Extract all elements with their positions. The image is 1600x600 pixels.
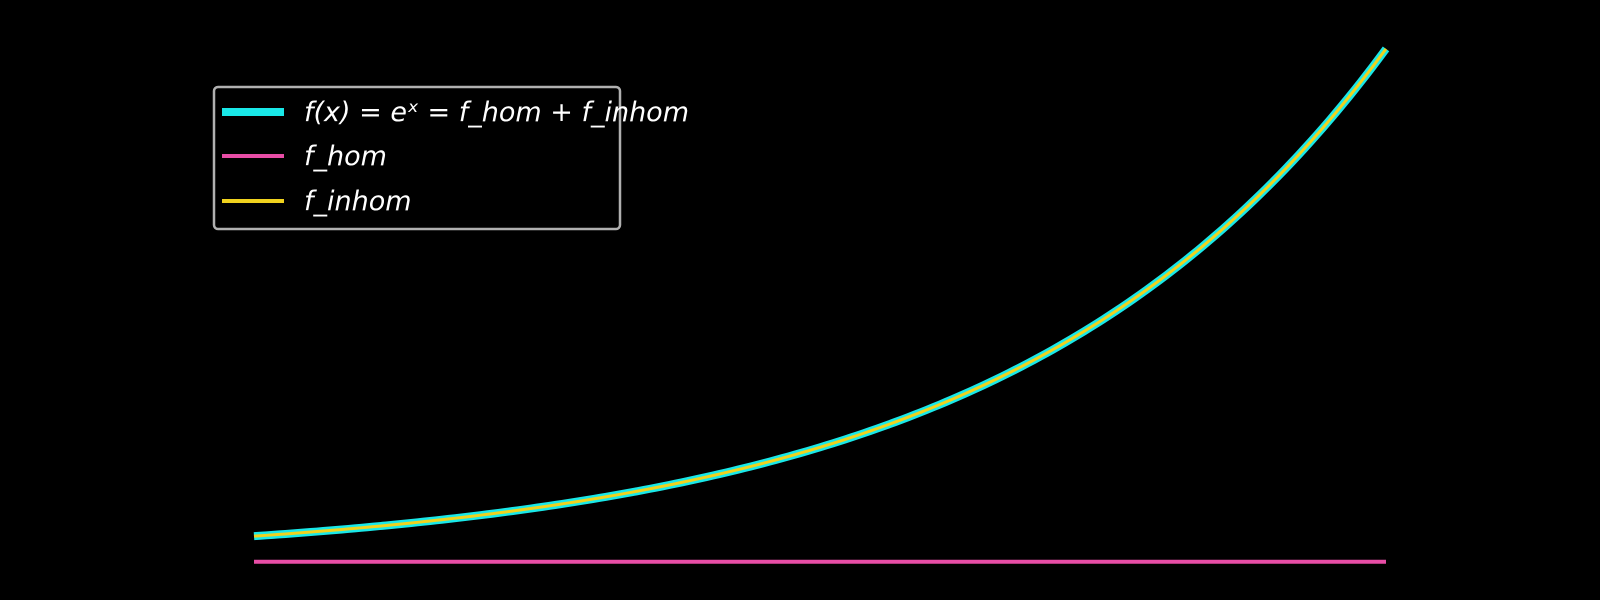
series-line-finhom <box>253 47 1388 538</box>
legend-label-f: f(x) = eˣ = f_hom + f_inhom <box>304 97 689 128</box>
legend-label-finhom: f_inhom <box>304 186 412 217</box>
legend-frame <box>212 85 622 231</box>
plot-area <box>253 46 1390 564</box>
legend-label-fhom: f_hom <box>304 141 387 172</box>
legend: f(x) = eˣ = f_hom + f_inhom f_hom f_inho… <box>212 85 689 231</box>
